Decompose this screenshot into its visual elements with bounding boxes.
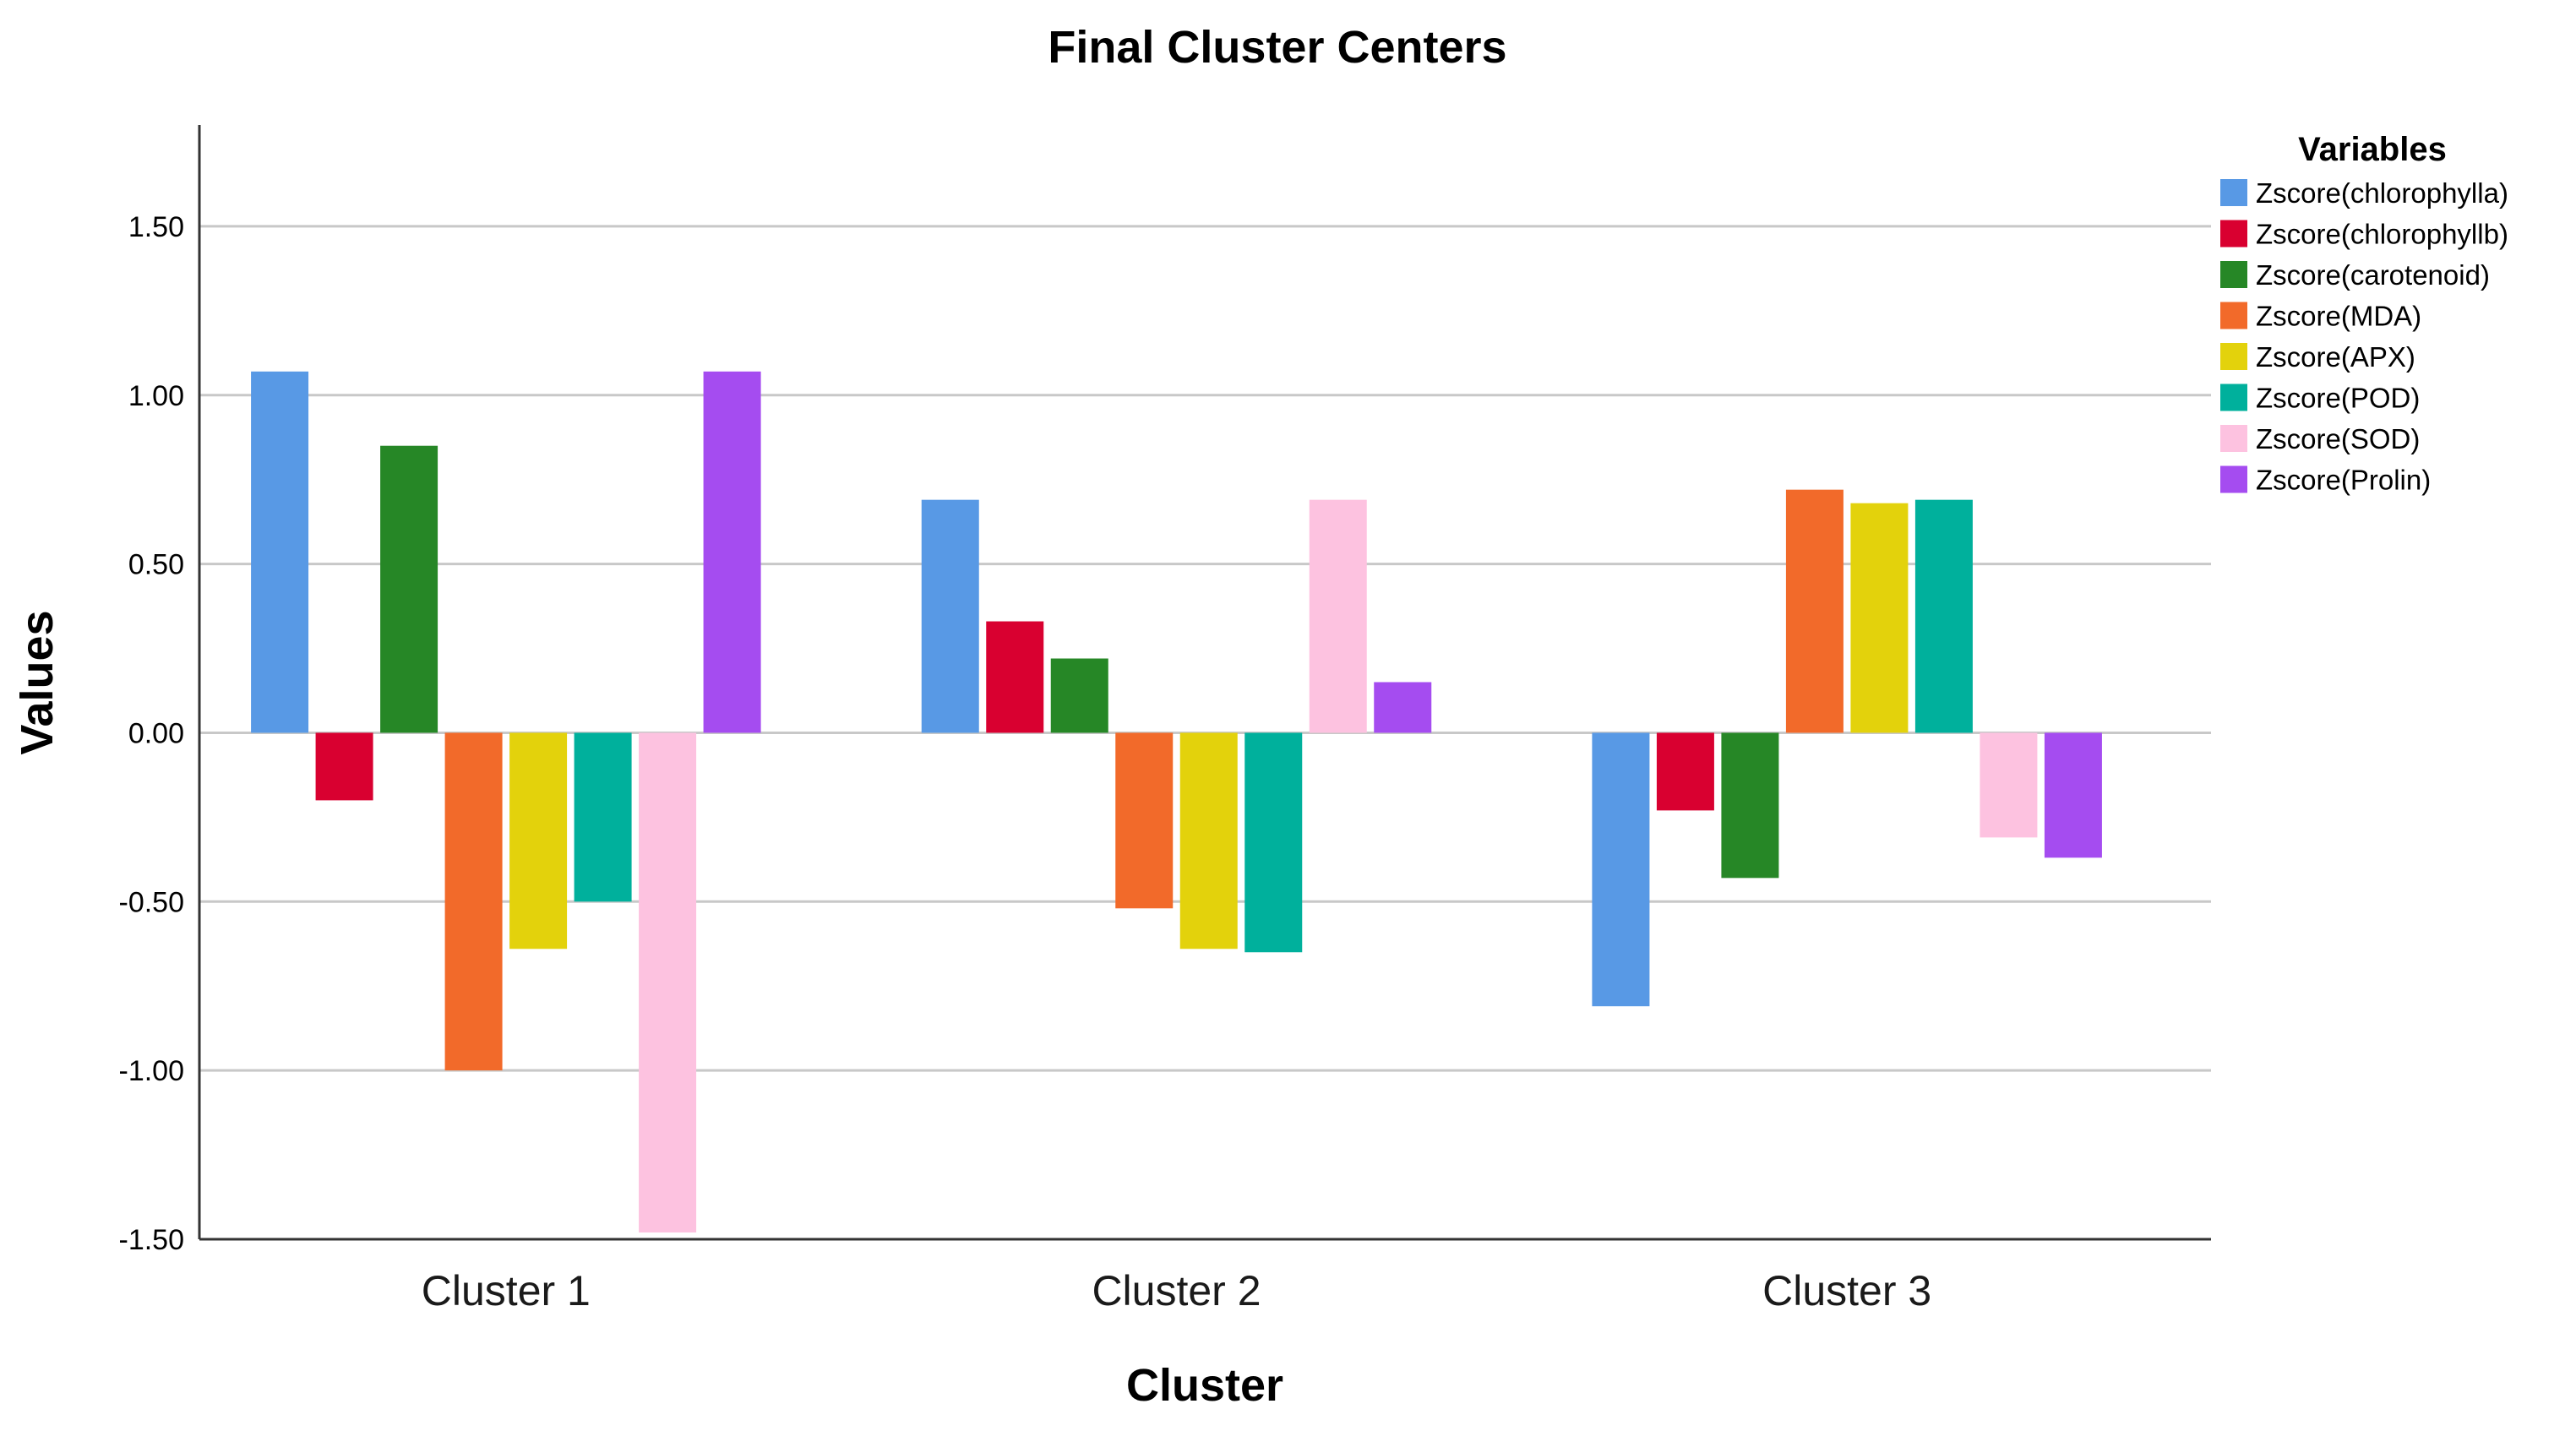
- bar: [1050, 658, 1108, 733]
- legend-label: Zscore(chlorophylla): [2256, 177, 2508, 209]
- legend-label: Zscore(Prolin): [2256, 465, 2431, 496]
- legend-swatch: [2220, 425, 2247, 452]
- bar: [251, 371, 309, 733]
- x-category-labels: Cluster 1 Cluster 2 Cluster 3: [422, 1267, 1931, 1314]
- y-tick-label: -1.00: [119, 1055, 185, 1087]
- legend-label: Zscore(APX): [2256, 341, 2415, 373]
- legend-title: Variables: [2298, 131, 2447, 168]
- bar: [1309, 499, 1367, 733]
- legend-items: Zscore(chlorophylla) Zscore(chlorophyllb)…: [2220, 177, 2508, 496]
- bar: [315, 732, 373, 801]
- y-tick-label: 0.00: [128, 717, 184, 749]
- chart-title: Final Cluster Centers: [1048, 22, 1506, 73]
- legend-label: Zscore(POD): [2256, 383, 2420, 414]
- bar: [1374, 682, 1432, 733]
- y-tick-label: 0.50: [128, 549, 184, 581]
- legend-swatch: [2220, 302, 2247, 329]
- legend-swatch: [2220, 261, 2247, 288]
- bar: [1785, 489, 1844, 733]
- x-axis-title: Cluster: [1126, 1360, 1283, 1411]
- y-tick-label: -0.50: [119, 886, 185, 918]
- bar: [1980, 732, 2038, 838]
- bar: [1592, 732, 1650, 1007]
- bar: [1914, 499, 1973, 733]
- bar: [639, 732, 697, 1233]
- legend-swatch: [2220, 220, 2247, 248]
- y-tick-label: 1.50: [128, 211, 184, 243]
- legend-label: Zscore(carotenoid): [2256, 259, 2490, 291]
- legend: Variables Zscore(chlorophylla)Zscore(chl…: [2220, 131, 2508, 496]
- y-axis-title: Values: [12, 610, 63, 754]
- bar: [921, 499, 979, 733]
- bar: [444, 732, 503, 1071]
- bars: [251, 371, 2102, 1233]
- legend-swatch: [2220, 384, 2247, 411]
- bar: [380, 445, 438, 733]
- y-tick-label: 1.00: [128, 380, 184, 412]
- bar: [1179, 732, 1238, 949]
- bar: [986, 621, 1044, 733]
- legend-swatch: [2220, 343, 2247, 370]
- legend-label: Zscore(chlorophyllb): [2256, 219, 2508, 250]
- bar: [2044, 732, 2102, 858]
- bar: [1244, 732, 1303, 953]
- legend-swatch: [2220, 465, 2247, 493]
- y-tick-labels: 1.50 1.00 0.50 0.00 -0.50 -1.00 -1.50: [119, 211, 185, 1256]
- bar: [574, 732, 632, 902]
- bar: [1656, 732, 1714, 811]
- bar: [509, 732, 568, 949]
- legend-swatch: [2220, 179, 2247, 206]
- legend-label: Zscore(MDA): [2256, 301, 2421, 332]
- x-category-label: Cluster 1: [422, 1267, 591, 1314]
- legend-label: Zscore(SOD): [2256, 423, 2420, 454]
- y-tick-label: -1.50: [119, 1224, 185, 1256]
- x-category-label: Cluster 3: [1762, 1267, 1931, 1314]
- axes: [198, 125, 2211, 1241]
- bar: [1721, 732, 1779, 879]
- bar: [1115, 732, 1174, 909]
- bar: [703, 371, 761, 733]
- x-category-label: Cluster 2: [1092, 1267, 1261, 1314]
- bar: [1850, 503, 1909, 733]
